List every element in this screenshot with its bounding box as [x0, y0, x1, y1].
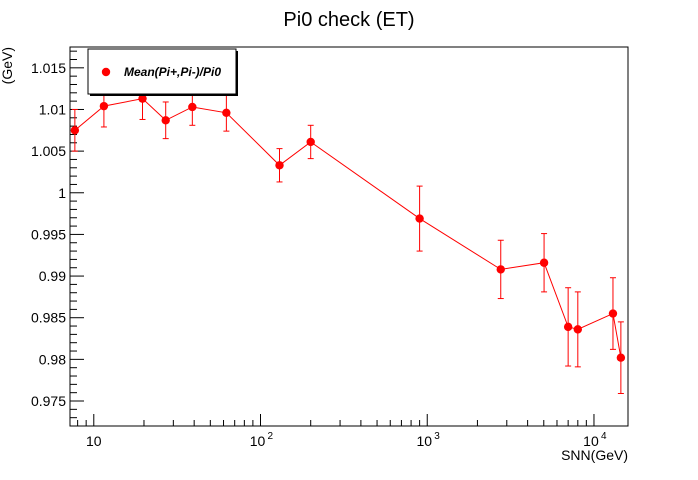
- plot-frame: [69, 46, 629, 427]
- x-tick-label: 10 2: [250, 431, 274, 449]
- y-tick-label: 0.975: [31, 393, 66, 409]
- data-point: [138, 94, 147, 103]
- x-axis-label: SNN(GeV): [561, 447, 628, 463]
- data-point: [306, 137, 315, 147]
- data-point: [616, 353, 626, 362]
- y-axis: 0.975 0.98 0.985 0.99 0.995 1 1.005 1.01 1.015: [31, 50, 84, 427]
- data-point: [99, 101, 109, 111]
- data-point: [539, 258, 549, 267]
- legend: Mean(Pi+,Pi-)/Pi0: [87, 48, 238, 96]
- series-layer: [70, 77, 626, 395]
- x-tick-label: 10 3: [416, 431, 440, 449]
- legend-box-shadow-bottom: [90, 94, 238, 96]
- y-tick-label: 1: [58, 185, 66, 201]
- x-tick-label: 10: [86, 433, 102, 449]
- chart-title: Pi0 check (ET): [283, 9, 414, 31]
- x-tick-exponent: 4: [601, 431, 607, 442]
- y-tick-label: 1.005: [31, 143, 66, 159]
- y-tick-label: 0.995: [31, 226, 66, 242]
- y-tick-label: 0.98: [39, 351, 66, 367]
- data-point: [188, 102, 197, 112]
- y-axis-label: (GeV): [0, 47, 15, 84]
- x-axis: 10 10 2 10 3 10 4: [77, 414, 607, 449]
- x-tick-base: 10: [583, 433, 599, 449]
- data-point: [275, 161, 284, 170]
- data-point: [563, 322, 573, 332]
- data-point: [608, 309, 618, 318]
- legend-entry-label: Mean(Pi+,Pi-)/Pi0: [124, 65, 221, 79]
- data-point: [70, 126, 80, 135]
- legend-box-shadow-right: [236, 51, 238, 96]
- data-point: [496, 265, 505, 274]
- data-point: [573, 325, 583, 334]
- x-tick-exponent: 3: [434, 431, 440, 442]
- data-point: [222, 108, 231, 118]
- legend-box: [87, 48, 237, 95]
- y-tick-label: 1.01: [39, 101, 66, 117]
- y-tick-label: 0.985: [31, 310, 66, 326]
- data-point: [161, 116, 170, 125]
- x-tick-label: 10 4: [583, 431, 607, 449]
- legend-marker: [101, 67, 111, 77]
- x-tick-base: 10: [250, 433, 266, 449]
- data-point: [415, 214, 424, 223]
- y-tick-label: 0.99: [39, 268, 66, 284]
- x-tick-base: 10: [86, 433, 102, 449]
- x-tick-exponent: 2: [268, 431, 274, 442]
- x-tick-base: 10: [416, 433, 432, 449]
- y-tick-label: 1.015: [31, 60, 66, 76]
